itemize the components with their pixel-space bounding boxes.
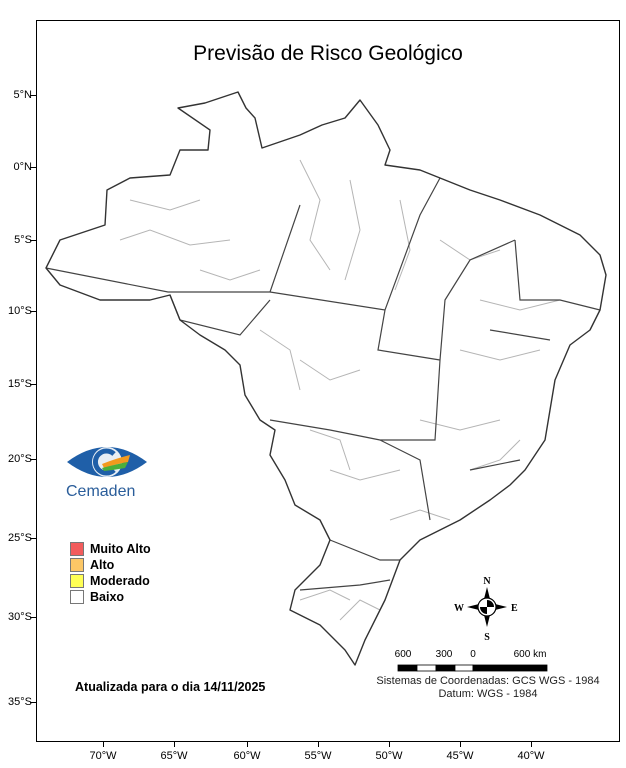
map-title: Previsão de Risco Geológico [193, 42, 463, 65]
legend-swatch [70, 574, 84, 588]
compass-e: E [511, 603, 518, 614]
latitude-label: 20°S [8, 453, 32, 465]
longitude-label: 50°W [375, 750, 403, 762]
compass-s: S [484, 632, 490, 643]
longitude-label: 40°W [517, 750, 545, 762]
longitude-tick [531, 742, 532, 747]
latitude-tick [30, 95, 36, 96]
legend-item-baixo: Baixo [70, 589, 151, 605]
municipal-borders [119, 159, 561, 621]
latitude-tick [30, 617, 36, 618]
scale-label: 600 km [513, 649, 547, 660]
cemaden-logo-text: Cemaden [66, 483, 136, 500]
longitude-tick [174, 742, 175, 747]
latitude-tick [30, 384, 36, 385]
latitude-label: 0°N [13, 161, 32, 173]
legend-swatch [70, 590, 84, 604]
compass-rose-icon: N S E W [454, 576, 518, 643]
brazil-outline [45, 91, 607, 666]
longitude-label: 60°W [233, 750, 261, 762]
coordinate-system: Sistemas de Coordenadas: GCS WGS - 1984 … [373, 675, 603, 701]
legend-item-moderado: Moderado [70, 573, 151, 589]
datum-line: Datum: WGS - 1984 [438, 688, 538, 700]
latitude-tick [30, 459, 36, 460]
longitude-tick [103, 742, 104, 747]
scale-bar [397, 664, 548, 672]
legend: Muito Alto Alto Moderado Baixo [70, 541, 151, 605]
scale-label: 0 [470, 649, 476, 660]
latitude-label: 5°N [13, 89, 32, 101]
longitude-label: 70°W [89, 750, 117, 762]
state-borders [45, 177, 601, 591]
latitude-label: 10°S [8, 305, 32, 317]
compass-w: W [454, 603, 464, 614]
cemaden-logo [67, 447, 147, 477]
map-frame [36, 20, 620, 742]
latitude-tick [30, 311, 36, 312]
legend-swatch [70, 558, 84, 572]
update-date: Atualizada para o dia 14/11/2025 [75, 680, 266, 694]
scale-label: 300 [435, 649, 453, 660]
latitude-label: 15°S [8, 378, 32, 390]
latitude-tick [30, 702, 36, 703]
longitude-tick [460, 742, 461, 747]
latitude-tick [30, 167, 36, 168]
latitude-label: 5°S [14, 234, 32, 246]
longitude-label: 65°W [160, 750, 188, 762]
longitude-tick [318, 742, 319, 747]
longitude-label: 45°W [446, 750, 474, 762]
latitude-label: 25°S [8, 532, 32, 544]
legend-item-muito-alto: Muito Alto [70, 541, 151, 557]
longitude-label: 55°W [304, 750, 332, 762]
latitude-label: 35°S [8, 696, 32, 708]
legend-swatch [70, 542, 84, 556]
longitude-tick [389, 742, 390, 747]
scale-label: 600 [394, 649, 412, 660]
latitude-label: 30°S [8, 611, 32, 623]
crs-line: Sistemas de Coordenadas: GCS WGS - 1984 [376, 675, 600, 687]
longitude-tick [247, 742, 248, 747]
latitude-tick [30, 240, 36, 241]
legend-item-alto: Alto [70, 557, 151, 573]
latitude-tick [30, 538, 36, 539]
compass-n: N [483, 576, 491, 587]
